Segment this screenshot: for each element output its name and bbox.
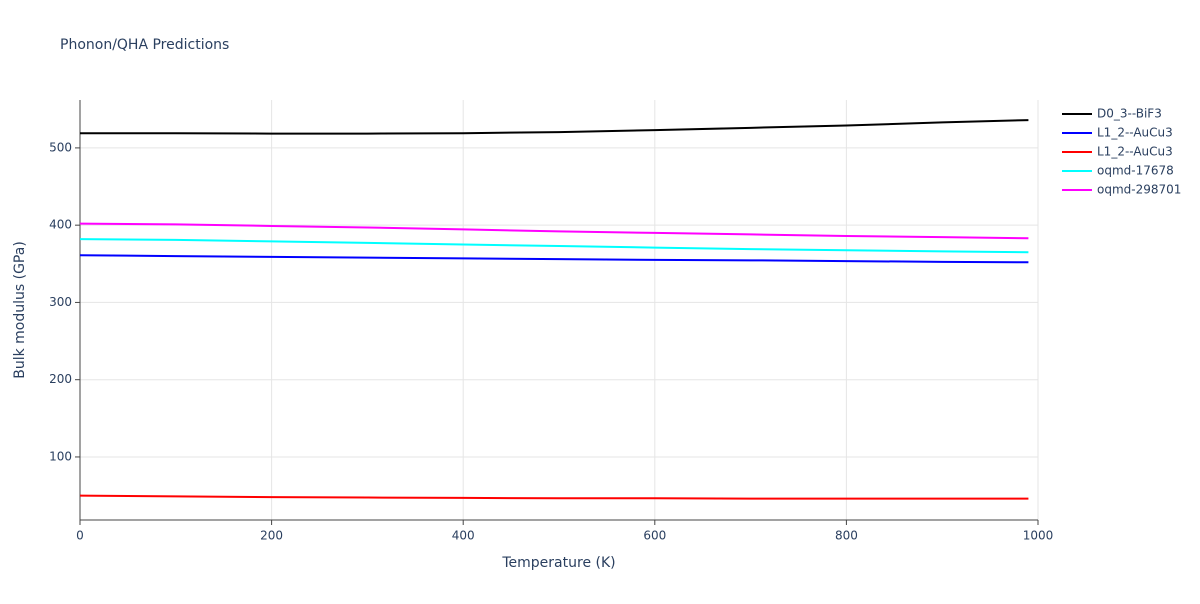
y-tick-label: 400: [49, 218, 72, 232]
x-tick-label: 800: [835, 529, 858, 543]
legend-label: D0_3--BiF3: [1097, 107, 1162, 121]
y-tick-label: 500: [49, 140, 72, 154]
x-tick-label: 0: [76, 529, 84, 543]
x-axis-title: Temperature (K): [501, 555, 615, 571]
y-tick-label: 100: [49, 449, 72, 463]
data-line: [79, 238, 1029, 254]
x-tick-label: 1000: [1023, 529, 1054, 543]
chart-title: Phonon/QHA Predictions: [60, 37, 229, 53]
legend-label: L1_2--AuCu3: [1097, 126, 1173, 140]
y-tick-label: 300: [49, 295, 72, 309]
grid: [79, 100, 1039, 520]
data-line: [80, 119, 1029, 135]
data-line: [79, 494, 1029, 500]
legend-label: L1_2--AuCu3: [1097, 145, 1173, 159]
y-axis-title: Bulk modulus (GPa): [12, 241, 28, 379]
x-tick-label: 600: [643, 529, 666, 543]
data-line: [79, 254, 1029, 264]
legend-label: oqmd-298701: [1097, 183, 1181, 197]
data-line: [79, 222, 1029, 240]
y-tick-label: 200: [49, 372, 72, 386]
legend-label: oqmd-17678: [1097, 164, 1174, 178]
x-tick-label: 400: [452, 529, 475, 543]
x-tick-label: 200: [260, 529, 283, 543]
